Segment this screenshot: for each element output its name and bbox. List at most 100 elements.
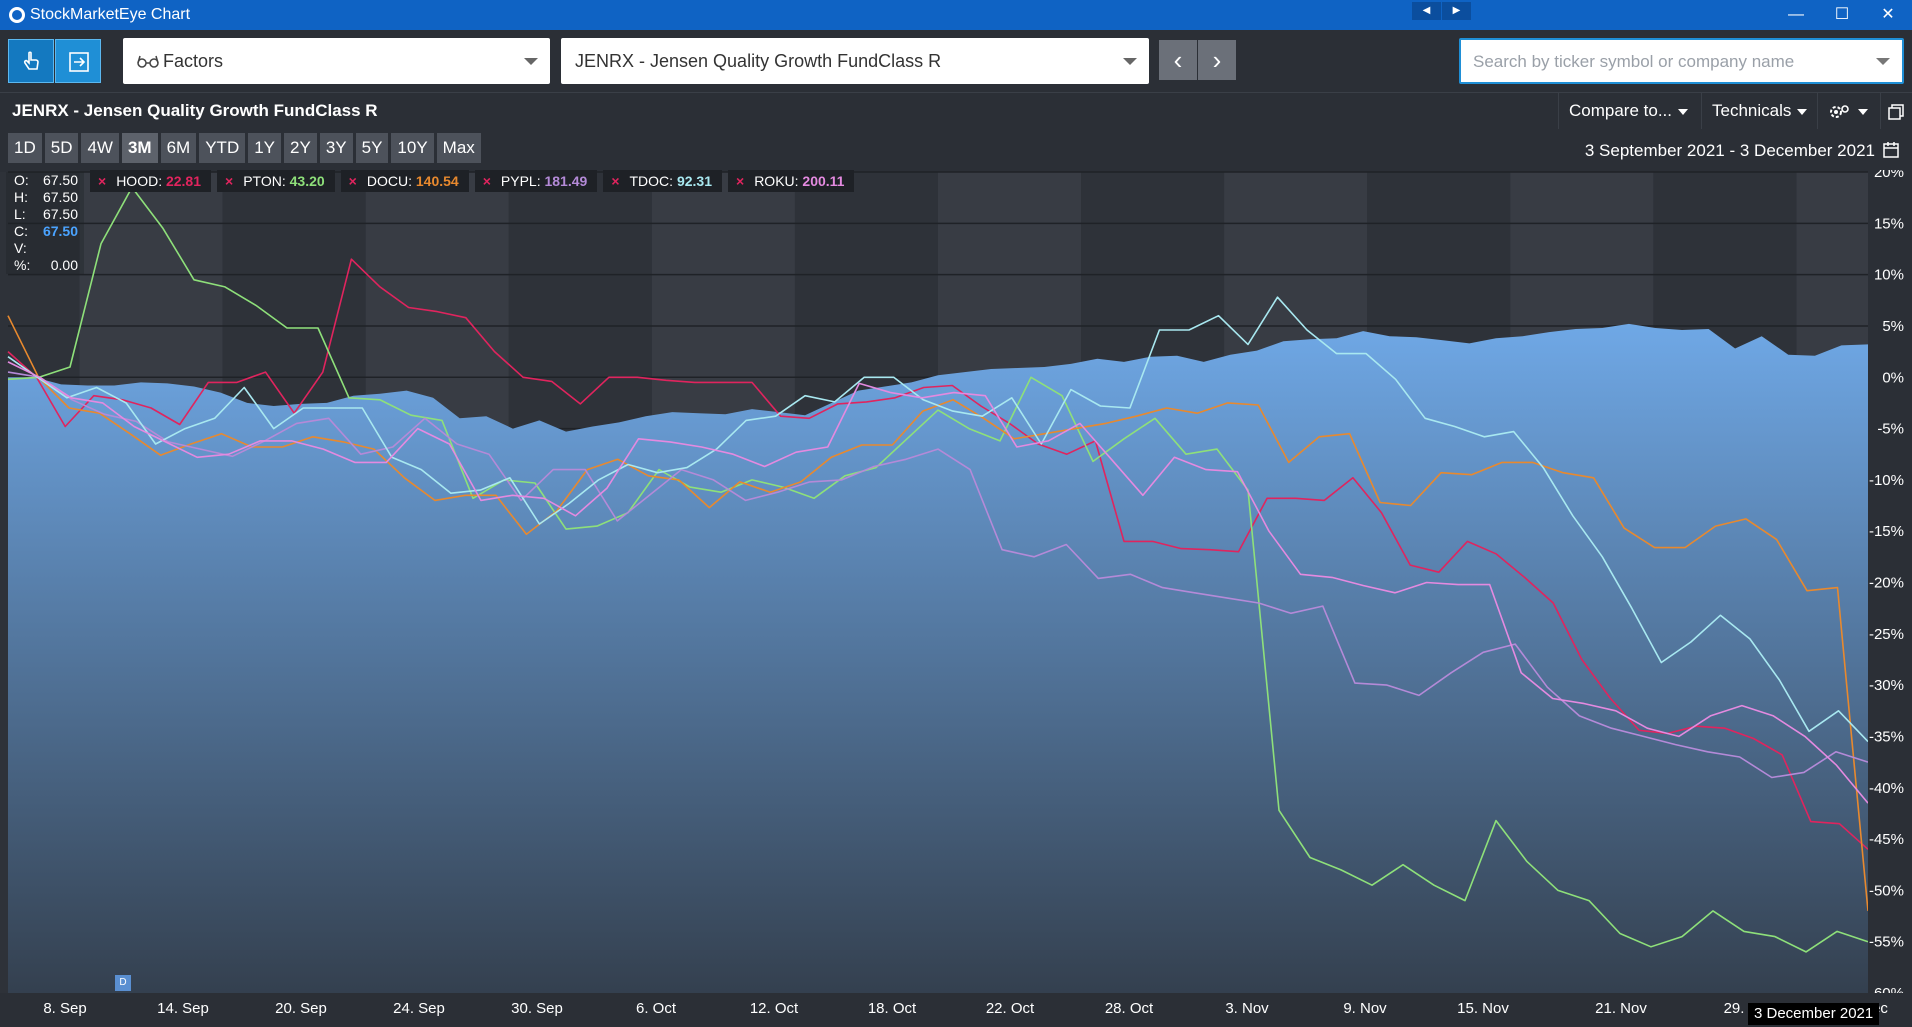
legend-value: 200.11 <box>802 173 845 189</box>
x-tick-label: 3. Nov <box>1225 1000 1269 1017</box>
volume-label: V: <box>14 240 27 256</box>
jenrx-area-series <box>8 323 1868 993</box>
security-dropdown[interactable]: JENRX - Jensen Quality Growth FundClass … <box>561 38 1149 84</box>
technicals-menu[interactable]: Technicals <box>1701 93 1817 129</box>
y-tick-label: -25% <box>1869 626 1904 643</box>
security-label: JENRX - Jensen Quality Growth FundClass … <box>575 51 942 71</box>
chart-title: JENRX - Jensen Quality Growth FundClass … <box>12 101 378 120</box>
popout-button[interactable] <box>1880 93 1912 129</box>
period-button-4w[interactable]: 4W <box>81 133 119 163</box>
x-tick-label: 14. Sep <box>157 1000 209 1017</box>
x-tick-label: 15. Nov <box>1457 1000 1509 1017</box>
high-label: H: <box>14 189 28 205</box>
legend-name: HOOD <box>116 173 159 189</box>
period-button-5d[interactable]: 5D <box>44 133 79 163</box>
app-logo-icon <box>9 7 25 23</box>
period-button-5y[interactable]: 5Y <box>355 133 389 163</box>
remove-compare-icon[interactable]: × <box>98 173 107 189</box>
chevron-left-icon: ‹ <box>1173 45 1183 75</box>
series-line-hood <box>7 258 1869 850</box>
x-tick-label: 22. Oct <box>986 1000 1035 1017</box>
legend-separator: : <box>669 173 677 189</box>
period-button-6m[interactable]: 6M <box>160 133 197 163</box>
remove-compare-icon[interactable]: × <box>482 173 491 189</box>
y-tick-label: 20% <box>1874 170 1904 181</box>
legend-item-pton: × PTON: 43.20 <box>217 170 335 192</box>
x-tick-label: 21. Nov <box>1595 1000 1647 1017</box>
legend-separator: : <box>536 173 545 189</box>
legend-separator: : <box>794 173 803 189</box>
legend-value: 140.54 <box>415 173 459 189</box>
technicals-caret-icon <box>1797 108 1808 115</box>
security-caret-icon <box>1123 58 1137 65</box>
hand-pointer-icon <box>23 51 39 70</box>
high-value: 67.50 <box>42 189 78 205</box>
legend-name: PTON <box>243 173 282 189</box>
x-tick-label: 18. Oct <box>868 1000 917 1017</box>
legend-name: ROKU <box>754 173 795 189</box>
search-box[interactable] <box>1459 38 1904 84</box>
percent-value: 0.00 <box>50 257 78 273</box>
legend-separator: : <box>158 173 166 189</box>
chart-settings-menu[interactable] <box>1817 93 1879 129</box>
close-button[interactable]: ✕ <box>1881 6 1895 23</box>
compare-caret-icon <box>1678 108 1688 115</box>
calendar-icon[interactable] <box>1882 141 1900 159</box>
factors-caret-icon <box>524 58 538 65</box>
series-line-pypl <box>7 371 1869 779</box>
low-label: L: <box>14 206 26 222</box>
period-button-10y[interactable]: 10Y <box>391 133 434 163</box>
legend-value: 22.81 <box>165 173 202 189</box>
chart-header: JENRX - Jensen Quality Growth FundClass … <box>0 92 1912 129</box>
crosshair-tool-button[interactable] <box>55 39 101 83</box>
y-tick-label: -20% <box>1869 575 1904 592</box>
x-tick-label: 29. <box>1724 1000 1745 1017</box>
period-button-1d[interactable]: 1D <box>8 133 42 163</box>
compare-to-menu[interactable]: Compare to... <box>1558 93 1698 129</box>
search-caret-icon[interactable] <box>1876 58 1890 65</box>
titlebar-prev-icon[interactable]: ◀ <box>1412 2 1442 20</box>
x-tick-label: 6. Oct <box>636 1000 677 1017</box>
period-selector: 1D 5D 4W 3M 6M YTD 1Y 2Y 3Y 5Y 10Y Max <box>8 133 481 163</box>
remove-compare-icon[interactable]: × <box>736 173 745 189</box>
y-tick-label: -30% <box>1869 677 1904 694</box>
legend-value: 43.20 <box>289 173 325 189</box>
x-tick-label: 30. Sep <box>511 1000 563 1017</box>
maximize-button[interactable]: ☐ <box>1834 6 1850 23</box>
period-button-3y[interactable]: 3Y <box>319 133 353 163</box>
series-line-tdoc <box>7 296 1869 743</box>
titlebar-next-icon[interactable]: ▶ <box>1442 2 1472 20</box>
y-tick-label: -35% <box>1869 728 1904 745</box>
next-security-button[interactable]: › <box>1198 40 1236 80</box>
remove-compare-icon[interactable]: × <box>348 173 357 189</box>
prev-security-button[interactable]: ‹ <box>1159 40 1197 80</box>
period-button-2y[interactable]: 2Y <box>284 133 317 163</box>
factors-dropdown[interactable]: Factors <box>123 38 550 84</box>
x-tick-label: 20. Sep <box>275 1000 327 1017</box>
period-button-max[interactable]: Max <box>436 133 481 163</box>
search-input[interactable] <box>1473 50 1853 74</box>
remove-compare-icon[interactable]: × <box>611 173 620 189</box>
series-line-pton <box>7 186 1869 953</box>
x-axis: 8. Sep 14. Sep 20. Sep 24. Sep 30. Sep 6. Oct… <box>0 993 1912 1027</box>
period-button-3m[interactable]: 3M <box>121 133 158 163</box>
close-value: 67.50 <box>42 223 78 239</box>
compare-to-label: Compare to... <box>1569 101 1672 120</box>
gear-icon <box>1830 104 1849 118</box>
legend-value: 92.31 <box>676 173 712 189</box>
pointer-tool-button[interactable] <box>8 39 54 83</box>
minimize-button[interactable]: — <box>1788 6 1804 23</box>
price-chart[interactable]: 20% 15% 10% 5% 0% -5% -10% -15% -20% -25% -30% -35%… <box>0 170 1912 1027</box>
popout-window-icon <box>1888 103 1904 120</box>
chevron-right-icon: › <box>1212 45 1222 75</box>
period-button-ytd[interactable]: YTD <box>199 133 246 163</box>
crosshair-arrows-icon <box>69 52 89 72</box>
x-axis-background <box>0 993 1912 1027</box>
y-axis-background <box>1868 170 1912 1027</box>
x-tick-label: 8. Sep <box>43 1000 86 1017</box>
remove-compare-icon[interactable]: × <box>225 173 234 189</box>
dividend-marker[interactable]: D <box>115 975 131 991</box>
glasses-icon <box>137 55 159 68</box>
legend-item-docu: × DOCU: 140.54 <box>340 170 469 192</box>
period-button-1y[interactable]: 1Y <box>248 133 282 163</box>
